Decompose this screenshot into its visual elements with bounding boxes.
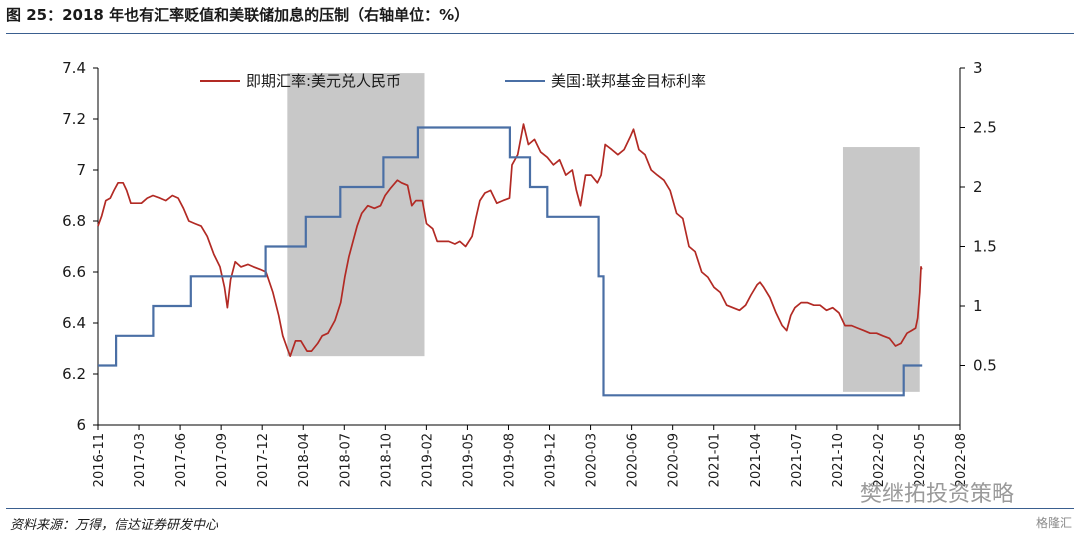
- y-left-tick-label: 7.2: [62, 110, 86, 128]
- x-tick-label: 2019-12: [544, 433, 559, 487]
- title-rule: [6, 33, 1074, 34]
- x-tick-label: 2018-07: [338, 433, 353, 487]
- watermark: 樊继拓投资策略: [860, 482, 1015, 507]
- publisher-badge: 格隆汇: [1035, 516, 1072, 530]
- x-tick-label: 2021-04: [749, 433, 764, 487]
- series: [97, 123, 923, 397]
- legend-usdcny-label: 即期汇率:美元兑人民币: [246, 72, 401, 90]
- axes: 6 6.2 6.4 6.6 6.8 7 7.2 7.4 0.5 1 1.5 2 2.5 3 2016-11 2…: [62, 59, 997, 487]
- legend: 即期汇率:美元兑人民币 美国:联邦基金目标利率: [200, 72, 706, 90]
- x-tick-label: 2019-02: [420, 433, 435, 487]
- x-tick-label: 2019-08: [502, 433, 517, 487]
- x-tick-label: 2022-08: [954, 433, 969, 487]
- x-tick-label: 2019-05: [461, 433, 476, 487]
- x-tick-label: 2021-07: [790, 433, 805, 487]
- x-tick-label: 2022-02: [872, 433, 887, 487]
- y-right-tick-label: 3: [973, 59, 983, 77]
- y-left-tick-label: 6.8: [62, 212, 86, 230]
- x-tick-label: 2017-12: [256, 433, 271, 487]
- usdcny-spot-line: [97, 123, 923, 358]
- y-right-tick-label: 0.5: [973, 357, 997, 375]
- legend-fed-label: 美国:联邦基金目标利率: [551, 72, 706, 90]
- x-tick-label: 2021-01: [708, 433, 723, 487]
- x-tick-label: 2017-09: [215, 433, 230, 487]
- x-tick-label: 2018-10: [379, 433, 394, 487]
- y-left-tick-label: 6: [76, 416, 86, 434]
- shaded-period-2: [842, 147, 920, 392]
- x-tick-label: 2020-03: [585, 433, 600, 487]
- x-tick-label: 2022-05: [913, 433, 928, 487]
- bottom-rule: [6, 508, 1074, 509]
- x-tick-label: 2017-06: [174, 433, 189, 487]
- shaded-periods: [287, 73, 920, 392]
- y-left-tick-label: 7: [76, 161, 86, 179]
- y-left-tick-label: 7.4: [62, 59, 86, 77]
- x-tick-label: 2020-06: [626, 433, 641, 487]
- y-right-tick-label: 1.5: [973, 238, 997, 256]
- x-tick-label: 2018-04: [297, 433, 312, 487]
- x-tick-label: 2021-10: [831, 433, 846, 487]
- y-right-tick-label: 2: [973, 178, 983, 196]
- x-tick-label: 2020-09: [667, 433, 682, 487]
- y-right-tick-label: 1: [973, 297, 983, 315]
- x-tick-label: 2016-11: [92, 433, 107, 487]
- y-right-tick-label: 2.5: [973, 119, 997, 137]
- source-note: 资料来源：万得，信达证券研发中心: [10, 518, 219, 533]
- y-left-tick-label: 6.4: [62, 314, 86, 332]
- figure-title: 图 25：2018 年也有汇率贬值和美联储加息的压制（右轴单位：%）: [6, 6, 470, 24]
- y-left-tick-label: 6.2: [62, 365, 86, 383]
- x-tick-label: 2017-03: [133, 433, 148, 487]
- fed-funds-target-line: [98, 126, 923, 397]
- y-left-tick-label: 6.6: [62, 263, 86, 281]
- shaded-period-1: [287, 73, 425, 357]
